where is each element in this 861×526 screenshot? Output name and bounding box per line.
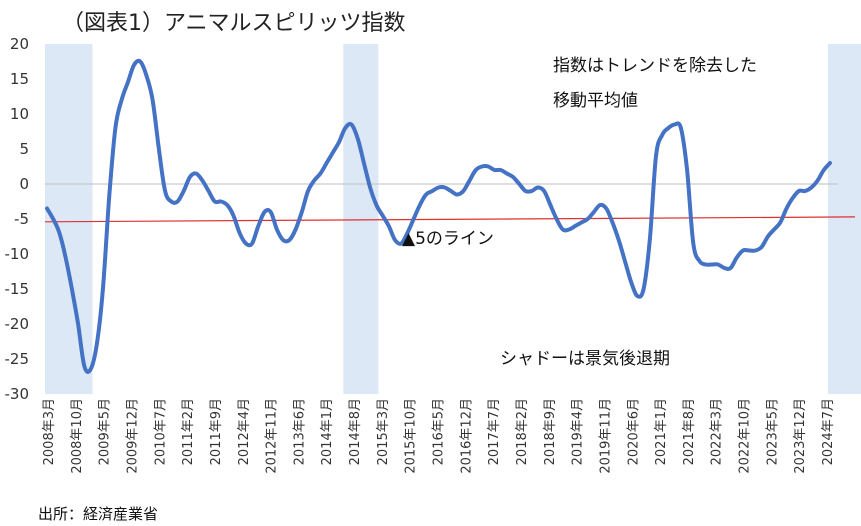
x-tick-label: 2012年4月 xyxy=(237,398,252,465)
x-tick-label: 2008年10月 xyxy=(70,398,85,474)
x-tick-label: 2017年7月 xyxy=(487,398,502,465)
x-tick-label: 2021年1月 xyxy=(654,398,669,465)
trend-note-line2: 移動平均値 xyxy=(553,91,638,111)
x-tick-label: 2018年2月 xyxy=(515,398,530,465)
x-tick-label: 2009年12月 xyxy=(125,398,140,474)
x-tick-label: 2010年7月 xyxy=(153,398,168,465)
y-tick-label: 0 xyxy=(19,175,29,193)
y-tick-label: 20 xyxy=(10,35,29,53)
x-tick-label: 2022年10月 xyxy=(738,398,753,474)
x-axis-ticks: 2008年3月 2008年10月 2009年5月 2009年12月 2010年7月 201… xyxy=(42,398,836,474)
x-tick-label: 2023年5月 xyxy=(765,398,780,465)
x-tick-label: 2022年3月 xyxy=(710,398,725,465)
x-tick-label: 2012年11月 xyxy=(265,398,280,474)
x-tick-label: 2014年1月 xyxy=(320,398,335,465)
y-tick-label: -15 xyxy=(5,280,30,298)
y-axis-ticks: 20 15 10 5 0 -5 -10 -15 -20 -25 -30 xyxy=(5,35,30,403)
baseline-label: ▲5のライン xyxy=(402,229,494,249)
x-tick-label: 2008年3月 xyxy=(42,398,57,465)
y-tick-label: 15 xyxy=(10,70,29,88)
x-tick-label: 2023年12月 xyxy=(793,398,808,474)
trend-line xyxy=(44,216,856,223)
recession-shade-2 xyxy=(828,44,861,394)
x-tick-label: 2020年6月 xyxy=(626,398,641,465)
x-tick-label: 2019年11月 xyxy=(598,398,613,474)
x-tick-label: 2018年9月 xyxy=(543,398,558,465)
x-tick-label: 2024年7月 xyxy=(821,398,836,465)
x-tick-label: 2014年8月 xyxy=(348,398,363,465)
y-tick-label: -20 xyxy=(5,315,30,333)
y-tick-label: -10 xyxy=(5,245,30,263)
x-tick-label: 2013年6月 xyxy=(292,398,307,465)
x-tick-label: 2015年3月 xyxy=(376,398,391,465)
x-tick-label: 2011年2月 xyxy=(181,398,196,465)
recession-shade-1 xyxy=(343,44,379,394)
x-tick-label: 2021年8月 xyxy=(682,398,697,465)
x-tick-label: 2015年10月 xyxy=(404,398,419,474)
x-tick-label: 2019年4月 xyxy=(571,398,586,465)
y-tick-label: -30 xyxy=(5,385,30,403)
x-tick-label: 2016年12月 xyxy=(459,398,474,474)
x-tick-label: 2016年5月 xyxy=(432,398,447,465)
source-note: 出所：経済産業省 xyxy=(38,505,158,523)
trend-note-line1: 指数はトレンドを除去した xyxy=(553,56,757,76)
x-tick-label: 2011年9月 xyxy=(209,398,224,465)
y-tick-label: -5 xyxy=(14,210,29,228)
recession-shading xyxy=(45,44,861,394)
series-line xyxy=(45,58,832,374)
y-tick-label: -25 xyxy=(5,350,30,368)
x-tick-label: 2009年5月 xyxy=(98,398,113,465)
chart-title: （図表1）アニマルスピリッツ指数 xyxy=(62,11,406,36)
y-tick-label: 10 xyxy=(10,105,29,123)
shade-label: シャドーは景気後退期 xyxy=(500,349,670,369)
y-tick-label: 5 xyxy=(19,140,29,158)
